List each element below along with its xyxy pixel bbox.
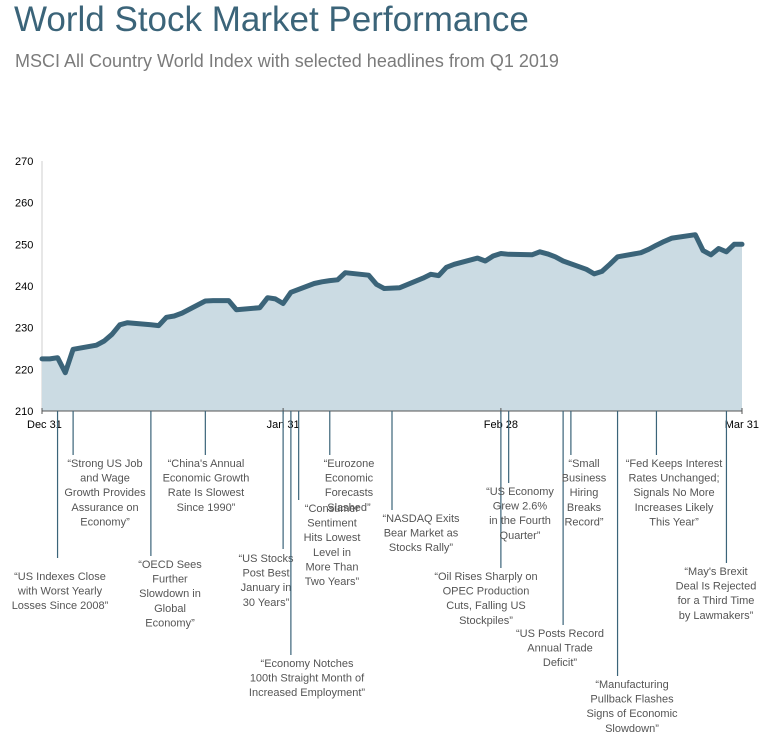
annotation-text-line: Annual Trade xyxy=(527,643,592,655)
annotation-14: “Fed Keeps Interest Rates Unchanged; Signa… xyxy=(626,458,723,528)
annotation-text-line: Quarter” xyxy=(500,530,541,542)
annotation-text-line: Post Best xyxy=(242,568,289,580)
annotation-text-line: OPEC Production xyxy=(443,586,530,598)
annotation-text-line: “US Economy xyxy=(486,486,554,498)
chart-subtitle: MSCI All Country World Index with select… xyxy=(15,51,559,71)
annotation-text-line: Forecasts xyxy=(325,487,374,499)
annotation-text-line: “US Stocks xyxy=(238,553,294,565)
y-tick-label: 210 xyxy=(15,406,33,418)
x-axis: Dec 31 Jan 31 Feb 28 Mar 31 xyxy=(27,408,759,431)
y-axis: 210 220 230 240 250 260 270 xyxy=(15,156,43,418)
annotation-text-line: 30 Years” xyxy=(243,597,290,609)
annotation-text-line: “Manufacturing xyxy=(595,679,668,691)
annotation-text-line: in the Fourth xyxy=(489,515,551,527)
annotation-12: “Small Business Hiring Breaks Record” xyxy=(562,458,607,528)
annotation-text-line: by Lawmakers” xyxy=(679,610,754,622)
annotation-text-line: Hits Lowest xyxy=(304,532,361,544)
annotation-text-line: “China's Annual xyxy=(168,458,245,470)
annotation-text-line: Pullback Flashes xyxy=(590,694,674,706)
annotation-text-line: “Fed Keeps Interest xyxy=(626,458,723,470)
annotation-text-line: Rate Is Slowest xyxy=(168,487,244,499)
annotation-text-line: January in xyxy=(241,582,292,594)
annotation-text-line: Record” xyxy=(564,516,603,528)
annotation-11: “US Posts Record Annual Trade Deficit” xyxy=(516,628,604,669)
annotation-8: “NASDAQ Exits Bear Market as Stocks Rally” xyxy=(382,513,460,554)
annotation-text-line: Hiring xyxy=(570,487,599,499)
annotation-text-line: Two Years” xyxy=(305,576,360,588)
annotation-text-line: Grew 2.6% xyxy=(493,501,548,513)
annotation-text-line: “Strong US Job xyxy=(67,458,142,470)
annotation-text-line: Cuts, Falling US xyxy=(446,600,525,612)
annotation-text-line: Signals No More xyxy=(633,487,714,499)
annotation-text-line: “Consumer xyxy=(305,503,360,515)
annotation-text-line: Growth Provides xyxy=(64,487,146,499)
annotation-0: “US Indexes Close with Worst Yearly Losses… xyxy=(12,571,109,612)
annotation-text-line: Slowdown” xyxy=(605,723,659,735)
y-tick-label: 260 xyxy=(15,198,33,210)
annotation-7: “Eurozone Economic Forecasts Slashed” xyxy=(324,458,375,514)
annotation-text-line: Further xyxy=(152,574,188,586)
annotation-text-line: Bear Market as xyxy=(384,528,459,540)
index-line xyxy=(39,232,745,376)
y-tick-label: 230 xyxy=(15,323,33,335)
annotation-text-line: “Eurozone xyxy=(324,458,375,470)
y-tick-label: 250 xyxy=(15,239,33,251)
annotation-text-line: “US Posts Record xyxy=(516,628,604,640)
x-tick-label: Mar 31 xyxy=(725,419,759,431)
annotation-text-line: Economy” xyxy=(80,516,130,528)
annotation-text-line: 100th Straight Month of xyxy=(250,673,365,685)
annotation-text-line: Economic xyxy=(325,473,374,485)
annotation-text-line: Signs of Economic xyxy=(586,708,678,720)
annotation-text-line: Stockpiles” xyxy=(459,615,513,627)
annotation-text-line: Economic Growth xyxy=(163,473,250,485)
annotation-text-line: “Oil Rises Sharply on xyxy=(434,571,537,583)
chart-title: World Stock Market Performance xyxy=(14,0,529,39)
annotation-text-line: Losses Since 2008” xyxy=(12,600,109,612)
y-tick-label: 240 xyxy=(15,281,33,293)
index-area xyxy=(42,234,742,411)
annotation-text-line: Since 1990” xyxy=(177,502,236,514)
y-tick-label: 270 xyxy=(15,156,33,168)
annotation-text-line: Deal Is Rejected xyxy=(676,581,757,593)
x-tick-label: Dec 31 xyxy=(27,419,62,431)
annotation-text-line: “US Indexes Close xyxy=(14,571,106,583)
annotation-text-line: with Worst Yearly xyxy=(17,586,103,598)
annotation-text-line: Global xyxy=(154,603,186,615)
annotation-5: “Economy Notches 100th Straight Month of I… xyxy=(249,658,365,699)
annotation-text-line: Assurance on xyxy=(71,502,138,514)
annotations: “US Indexes Close with Worst Yearly Losses… xyxy=(12,411,757,735)
annotation-text-line: “Economy Notches xyxy=(261,658,354,670)
annotation-2: “OECD Sees Further Slowdown in Global Econom… xyxy=(138,559,202,629)
annotation-6: “Consumer Sentiment Hits Lowest Level in Mor… xyxy=(304,503,361,588)
y-tick-label: 220 xyxy=(15,364,33,376)
annotation-15: “May's Brexit Deal Is Rejected for a Third… xyxy=(676,566,757,622)
annotation-text-line: Stocks Rally” xyxy=(389,542,454,554)
annotation-text-line: Level in xyxy=(313,547,351,559)
annotation-text-line: Rates Unchanged; xyxy=(628,473,719,485)
annotation-text-line: Breaks xyxy=(567,502,602,514)
annotation-text-line: More Than xyxy=(306,561,359,573)
annotation-3: “China's Annual Economic Growth Rate Is Sl… xyxy=(163,458,250,514)
annotation-text-line: Increases Likely xyxy=(635,502,714,514)
annotation-text-line: “OECD Sees xyxy=(138,559,202,571)
annotation-text-line: Increased Employment” xyxy=(249,687,365,699)
annotation-4: “US Stocks Post Best January in 30 Years” xyxy=(238,553,294,609)
annotation-text-line: for a Third Time xyxy=(678,595,755,607)
annotation-text-line: Business xyxy=(562,473,607,485)
annotation-text-line: Slowdown in xyxy=(139,588,201,600)
annotation-text-line: Deficit” xyxy=(543,657,578,669)
annotation-text-line: Economy” xyxy=(145,617,195,629)
annotation-text-line: Slashed” xyxy=(327,502,371,514)
annotation-1: “Strong US Job and Wage Growth Provides Ass… xyxy=(64,458,146,528)
annotation-13: “Manufacturing Pullback Flashes Signs of E… xyxy=(586,679,678,735)
annotation-text-line: Sentiment xyxy=(307,518,357,530)
annotation-10: “US Economy Grew 2.6% in the Fourth Quarter… xyxy=(486,486,554,542)
annotation-text-line: and Wage xyxy=(80,473,130,485)
annotation-9: “Oil Rises Sharply on OPEC Production Cuts… xyxy=(434,571,537,627)
annotation-text-line: “May's Brexit xyxy=(684,566,747,578)
annotation-text-line: “Small xyxy=(568,458,599,470)
annotation-text-line: “NASDAQ Exits xyxy=(382,513,460,525)
annotation-text-line: This Year” xyxy=(649,516,699,528)
